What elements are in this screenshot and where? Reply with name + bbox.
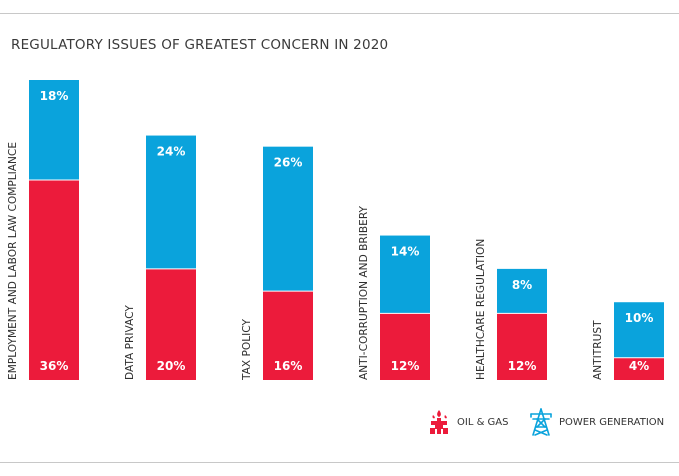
- category-label: ANTI-CORRUPTION AND BRIBERY: [358, 205, 370, 380]
- bar-segment-oil-gas: [263, 291, 313, 380]
- legend-power-label: POWER GENERATION: [559, 416, 665, 428]
- bar-segment-power: [263, 146, 313, 292]
- top-rule: [0, 13, 679, 14]
- power-tower-icon: [530, 408, 552, 436]
- legend-power-generation: POWER GENERATION: [530, 408, 664, 436]
- data-label-oil-gas: 20%: [157, 359, 186, 373]
- data-label-oil-gas: 36%: [40, 359, 69, 373]
- category-label: DATA PRIVACY: [124, 305, 136, 380]
- bar-segment-oil-gas: [29, 180, 79, 380]
- category-label: EMPLOYMENT AND LABOR LAW COMPLIANCE: [7, 142, 19, 380]
- data-label-power: 10%: [625, 311, 654, 325]
- bar-segment-oil-gas: [614, 357, 664, 380]
- oil-rig-icon: [430, 410, 448, 434]
- chart-title: REGULATORY ISSUES OF GREATEST CONCERN IN…: [11, 37, 389, 53]
- data-label-power: 8%: [512, 278, 532, 292]
- bar-segment-oil-gas: [497, 313, 547, 380]
- data-label-power: 18%: [40, 89, 69, 103]
- legend-oil-gas: OIL & GAS: [428, 408, 508, 436]
- data-label-oil-gas: 4%: [629, 359, 649, 373]
- bar-segment-power: [497, 268, 547, 314]
- category-label: HEALTHCARE REGULATION: [475, 239, 487, 380]
- category-label: ANTITRUST: [592, 320, 604, 380]
- data-label-oil-gas: 12%: [391, 359, 420, 373]
- data-label-power: 24%: [157, 145, 186, 159]
- legend-oil-gas-label: OIL & GAS: [457, 416, 509, 428]
- bottom-rule: [0, 462, 679, 463]
- bar-segment-power: [146, 135, 196, 269]
- data-label-power: 14%: [391, 245, 420, 259]
- data-label-power: 26%: [274, 156, 303, 170]
- bar-segment-power: [29, 80, 79, 180]
- category-label: TAX POLICY: [241, 319, 253, 381]
- bar-segment-power: [380, 235, 430, 314]
- data-label-oil-gas: 16%: [274, 359, 303, 373]
- data-label-oil-gas: 12%: [508, 359, 537, 373]
- bar-segment-power: [614, 302, 664, 358]
- bar-segment-oil-gas: [146, 268, 196, 380]
- bar-segment-oil-gas: [380, 313, 430, 380]
